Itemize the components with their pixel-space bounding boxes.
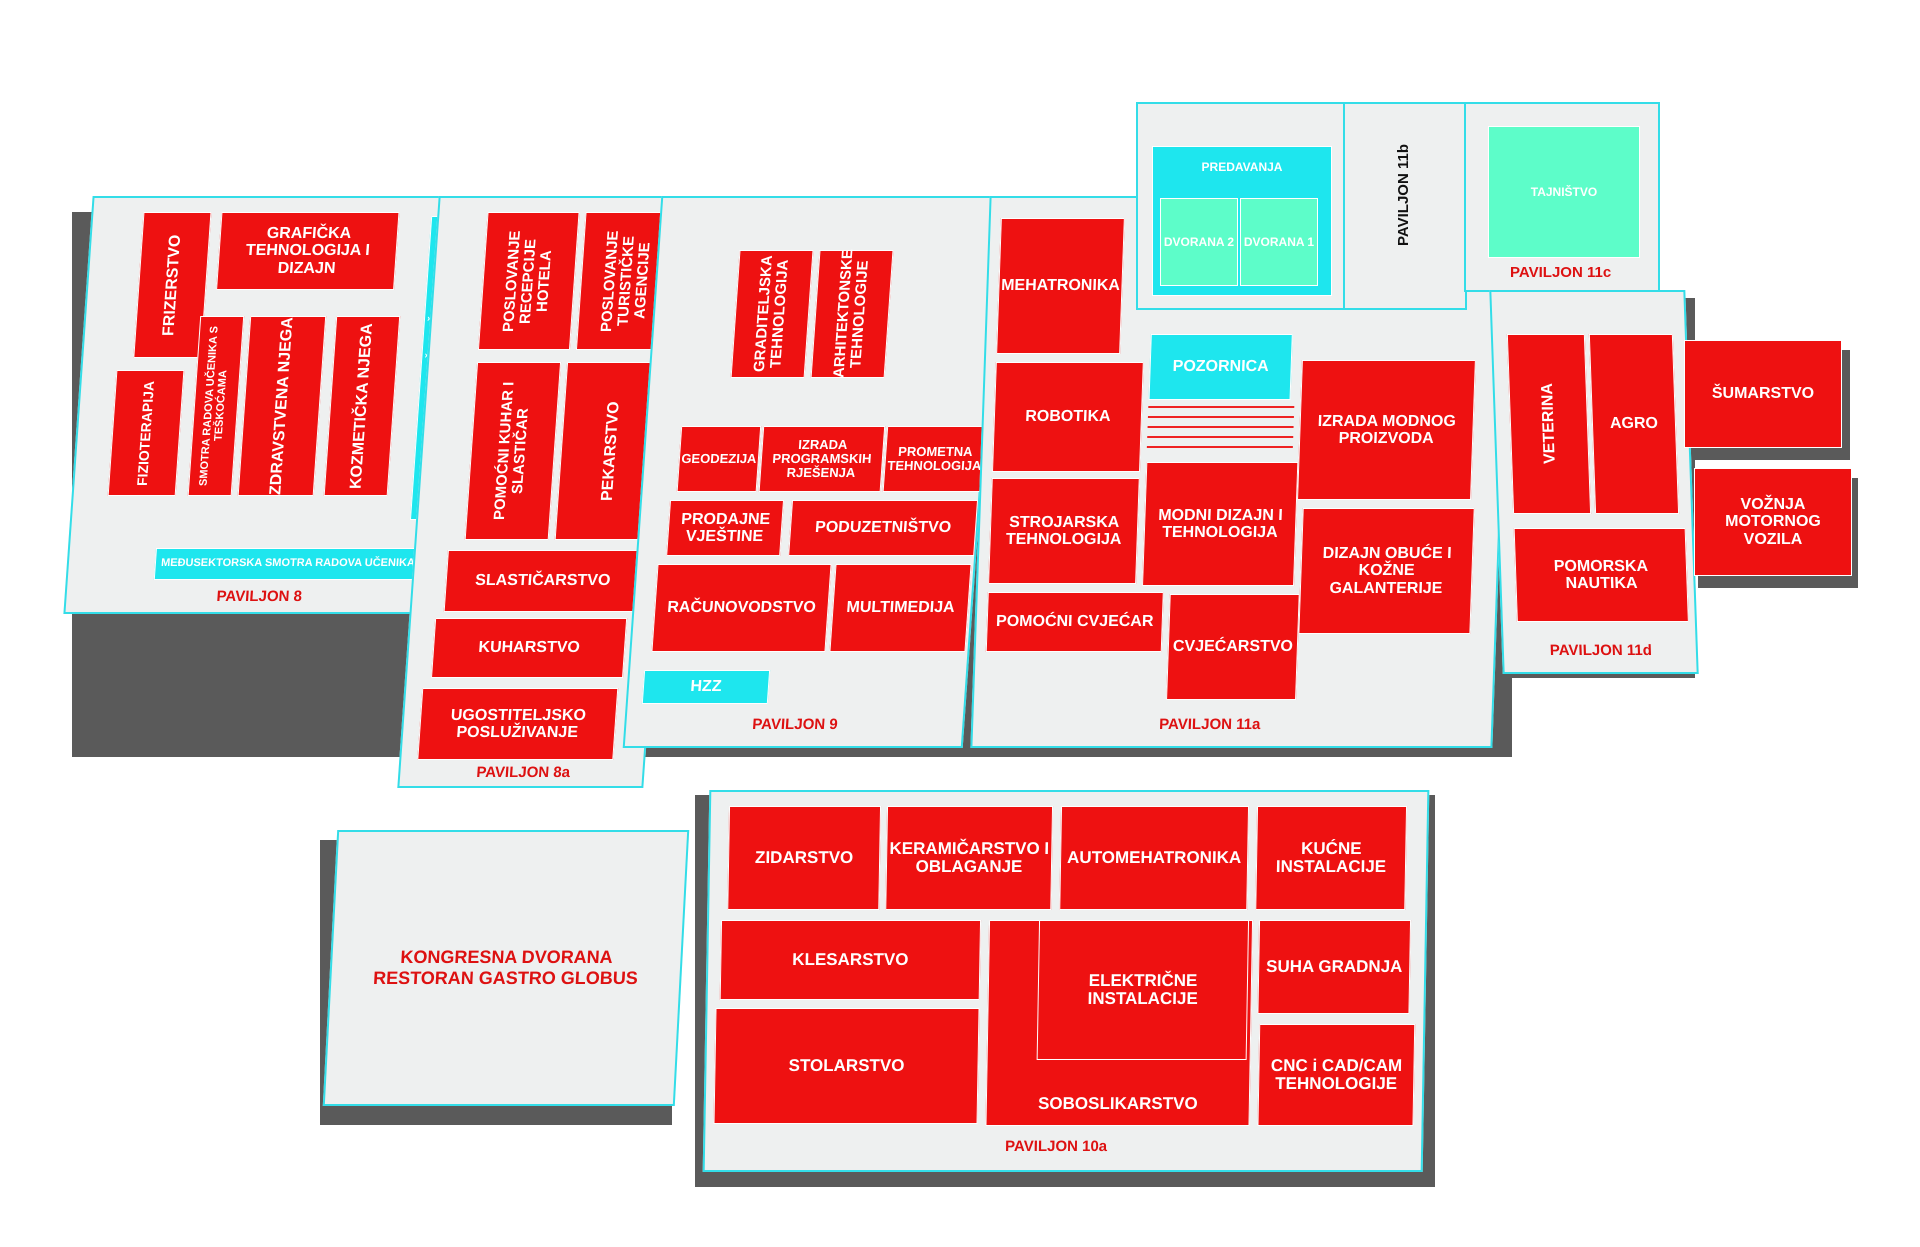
stand-agro[interactable]: AGRO xyxy=(1588,334,1680,514)
stand-geodezija[interactable]: GEODEZIJA xyxy=(676,426,762,492)
stand-automehatronika[interactable]: AUTOMEHATRONIKA xyxy=(1059,806,1250,910)
pavilion-11c-label: PAVILJON 11c xyxy=(1510,264,1612,281)
stand-zdravstvena[interactable]: ZDRAVSTVENA NJEGA xyxy=(237,316,327,496)
pavilion-11b-label: PAVILJON 11b xyxy=(1395,144,1412,246)
stand-elektricne[interactable]: ELEKTRIČNE INSTALACIJE xyxy=(1036,920,1250,1060)
stand-kozmeticka[interactable]: KOZMETIČKA NJEGA xyxy=(323,316,401,496)
hall-dvorana-2[interactable]: DVORANA 2 xyxy=(1160,198,1238,286)
stand-strojarska[interactable]: STROJARSKA TEHNOLOGIJA xyxy=(988,478,1140,584)
stand-sumarstvo[interactable]: ŠUMARSTVO xyxy=(1684,340,1842,448)
stand-kucne[interactable]: KUĆNE INSTALACIJE xyxy=(1255,806,1408,910)
stand-ugostiteljsko[interactable]: UGOSTITELJSKO POSLUŽIVANJE xyxy=(417,688,619,760)
pavilion-8a-label: PAVILJON 8a xyxy=(475,764,571,781)
stand-stolarstvo[interactable]: STOLARSTVO xyxy=(713,1008,980,1124)
stand-kuharstvo[interactable]: KUHARSTVO xyxy=(430,618,628,678)
pavilion-10a: ZIDARSTVO KERAMIČARSTVO I OBLAGANJE AUTO… xyxy=(702,790,1430,1172)
stand-poduzetnistvo[interactable]: PODUZETNIŠTVO xyxy=(788,500,979,556)
stand-slasticarstvo[interactable]: SLASTIČARSTVO xyxy=(443,550,642,612)
stand-arhitektonske[interactable]: ARHITEKTONSKE TEHNOLOGIJE xyxy=(810,250,894,378)
office-tajnistvo[interactable]: TAJNIŠTVO xyxy=(1488,126,1640,258)
stage-stripe xyxy=(1147,416,1294,418)
kongres-line-1: KONGRESNA DVORANA xyxy=(399,947,614,967)
stand-pomorska[interactable]: POMORSKA NAUTIKA xyxy=(1513,528,1689,622)
stage-pozornica[interactable]: POZORNICA xyxy=(1148,334,1293,400)
stand-medusektorska[interactable]: MEĐUSEKTORSKA SMOTRA RADOVA UČENIKA xyxy=(153,548,423,580)
pavilion-11c: TAJNIŠTVO PAVILJON 11c xyxy=(1464,102,1660,292)
stand-racunovodstvo[interactable]: RAČUNOVODSTVO xyxy=(651,564,832,652)
pavilion-9: GRADITELJSKA TEHNOLOGIJA ARHITEKTONSKE T… xyxy=(622,196,1002,748)
pavilion-11d-label: PAVILJON 11d xyxy=(1549,642,1653,659)
hall-dvorana-1[interactable]: DVORANA 1 xyxy=(1240,198,1318,286)
stand-suha[interactable]: SUHA GRADNJA xyxy=(1257,920,1412,1014)
pavilion-11b: PAVILJON 11b xyxy=(1343,102,1467,310)
stand-zidarstvo[interactable]: ZIDARSTVO xyxy=(727,806,882,910)
kongresna-dvorana[interactable]: KONGRESNA DVORANA RESTORAN GASTRO GLOBUS xyxy=(322,830,690,1106)
stand-modnog-proizvoda[interactable]: IZRADA MODNOG PROIZVODA xyxy=(1297,360,1476,500)
stand-obuce[interactable]: DIZAJN OBUĆE I KOŽNE GALANTERIJE xyxy=(1298,508,1475,634)
stand-robotika[interactable]: ROBOTIKA xyxy=(992,362,1144,472)
stand-programskih[interactable]: IZRADA PROGRAMSKIH RJEŠENJA xyxy=(758,426,886,492)
stand-voznja[interactable]: VOŽNJA MOTORNOG VOZILA xyxy=(1694,468,1852,576)
stand-prodajne[interactable]: PRODAJNE VJEŠTINE xyxy=(666,500,785,556)
stand-prometna[interactable]: PROMETNA TEHNOLOGIJA xyxy=(882,426,988,492)
stand-recepcija[interactable]: POSLOVANJE RECEPCIJE HOTELA xyxy=(477,212,580,350)
stand-fizioterapija[interactable]: FIZIOTERAPIJA xyxy=(107,370,185,496)
stage-stripe xyxy=(1147,426,1294,428)
stand-klesarstvo[interactable]: KLESARSTVO xyxy=(719,920,982,1000)
stand-pomocni-kuhar[interactable]: POMOĆNI KUHAR I SLASTIČAR xyxy=(464,362,562,540)
pavilion-10a-label: PAVILJON 10a xyxy=(1004,1138,1108,1155)
stand-cnc[interactable]: CNC i CAD/CAM TEHNOLOGIJE xyxy=(1257,1024,1416,1126)
stage-stripe xyxy=(1148,406,1295,408)
stand-veterina[interactable]: VETERINA xyxy=(1506,334,1592,514)
stand-mehatronika[interactable]: MEHATRONIKA xyxy=(996,218,1125,354)
stage-stripe xyxy=(1147,436,1294,438)
pavilion-9-label: PAVILJON 9 xyxy=(751,716,839,733)
stand-multimedija[interactable]: MULTIMEDIJA xyxy=(829,564,972,652)
stand-graficka[interactable]: GRAFIČKA TEHNOLOGIJA I DIZAJN xyxy=(216,212,400,290)
pavilion-11a-label: PAVILJON 11a xyxy=(1158,716,1261,733)
pavilion-11a-annex: PREDAVANJA DVORANA 2 DVORANA 1 xyxy=(1136,102,1346,310)
lecture-title: PREDAVANJA xyxy=(1201,160,1283,174)
kongres-line-2: RESTORAN GASTRO GLOBUS xyxy=(372,968,639,988)
stand-cvjecarstvo[interactable]: CVJEĆARSTVO xyxy=(1166,594,1300,700)
stand-modni-dizajn[interactable]: MODNI DIZAJN I TEHNOLOGIJA xyxy=(1142,462,1299,586)
stand-hzz[interactable]: HZZ xyxy=(641,670,771,704)
stand-graditeljska[interactable]: GRADITELJSKA TEHNOLOGIJA xyxy=(730,250,814,378)
pavilion-11d: VETERINA AGRO POMORSKA NAUTIKA PAVILJON … xyxy=(1489,290,1699,674)
stage-stripe xyxy=(1146,446,1293,448)
stand-keramicarstvo[interactable]: KERAMIČARSTVO I OBLAGANJE xyxy=(885,806,1054,910)
pavilion-8-label: PAVILJON 8 xyxy=(216,588,303,605)
stand-pomocni-cvjecar[interactable]: POMOĆNI CVJEĆAR xyxy=(985,592,1164,652)
